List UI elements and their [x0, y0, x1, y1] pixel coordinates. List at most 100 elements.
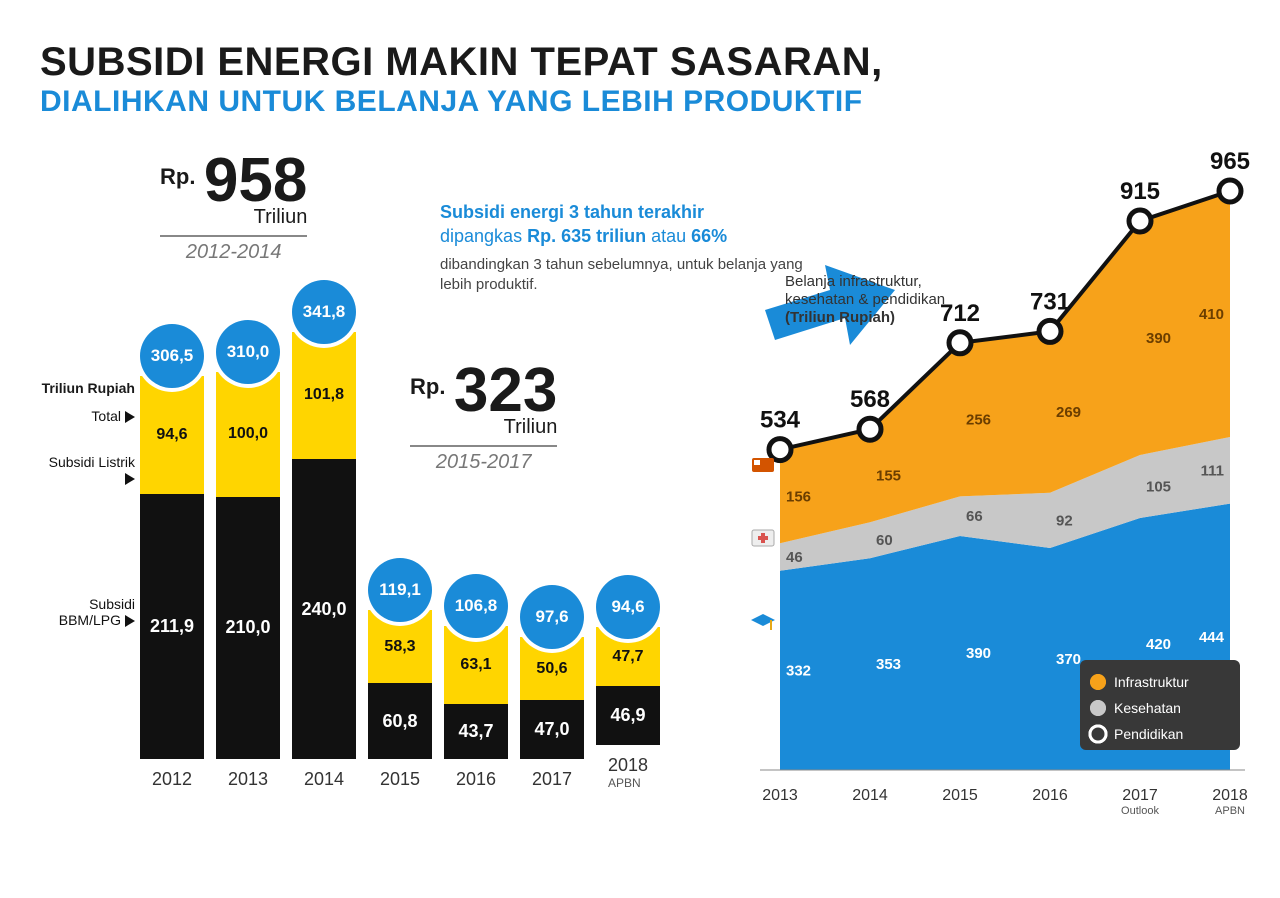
total-bubble: 341,8 — [292, 280, 356, 344]
bar-seg-listrik: 100,0 — [216, 372, 280, 497]
title-line1: SUBSIDI ENERGI MAKIN TEPAT SASARAN, — [40, 40, 1250, 85]
area-val-kesehatan: 105 — [1146, 479, 1171, 496]
area-val-infrastruktur: 156 — [786, 488, 811, 505]
area-total-value: 534 — [760, 407, 801, 434]
summary-value: 958 — [204, 146, 307, 215]
bar-seg-bbm: 211,9 — [140, 494, 204, 759]
bar-2012: 306,594,6211,9 2012 — [140, 324, 204, 790]
narrative-l1: Subsidi energi 3 tahun terakhir — [440, 202, 704, 222]
total-bubble: 306,5 — [140, 324, 204, 388]
summary-2012-2014: Rp. 958 Triliun 2012-2014 — [160, 150, 307, 264]
area-xlabel: 2013 — [762, 787, 798, 804]
area-caption: (Triliun Rupiah) — [785, 309, 895, 326]
area-val-infrastruktur: 155 — [876, 468, 901, 485]
total-bubble: 97,6 — [520, 585, 584, 649]
narrative-pct: 66% — [691, 226, 727, 246]
bar-seg-bbm: 240,0 — [292, 459, 356, 759]
area-xlabel: 2015 — [942, 787, 978, 804]
area-marker — [769, 439, 791, 461]
area-val-pendidikan: 390 — [966, 645, 991, 662]
pointer-icon — [125, 615, 135, 627]
narrative-mid: atau — [646, 226, 691, 246]
medkit-icon — [758, 536, 768, 540]
area-caption: kesehatan & pendidikan — [785, 291, 945, 308]
area-total-value: 731 — [1030, 288, 1070, 315]
area-val-kesehatan: 66 — [966, 508, 983, 525]
area-xlabel: 2016 — [1032, 787, 1068, 804]
bar-seg-bbm: 43,7 — [444, 704, 508, 759]
bar-seg-bbm: 46,9 — [596, 686, 660, 745]
pendidikan-legend: Pendidikan — [1114, 726, 1183, 742]
area-val-pendidikan: 332 — [786, 662, 811, 679]
bar-xlabel: 2015 — [380, 769, 420, 790]
area-xlabel: 2014 — [852, 787, 888, 804]
bar-xlabel: 2016 — [456, 769, 496, 790]
area-total-value: 712 — [940, 300, 980, 327]
area-val-pendidikan: 444 — [1199, 629, 1225, 646]
bar-seg-listrik: 101,8 — [292, 332, 356, 459]
total-bubble: 119,1 — [368, 558, 432, 622]
bar-2014: 341,8101,8240,0 2014 — [292, 280, 356, 790]
bar-2017: 97,650,647,02017 — [520, 585, 584, 790]
summary-period: 2012-2014 — [160, 235, 307, 264]
infrastruktur-legend-swatch — [1090, 674, 1106, 690]
total-bubble: 94,6 — [596, 575, 660, 639]
area-val-pendidikan: 420 — [1146, 636, 1171, 653]
area-xlabel-sub: APBN — [1215, 805, 1245, 817]
area-val-kesehatan: 46 — [786, 549, 803, 566]
area-val-kesehatan: 60 — [876, 532, 893, 549]
bar-legend-listrik: Subsidi Listrik — [49, 454, 135, 470]
narrative-amount: Rp. 635 triliun — [527, 226, 646, 246]
title-line2: DIALIHKAN UNTUK BELANJA YANG LEBIH PRODU… — [40, 85, 1250, 119]
area-total-value: 568 — [850, 386, 890, 413]
bar-2018: 94,647,746,92018APBN — [596, 575, 660, 790]
bar-seg-bbm: 210,0 — [216, 497, 280, 760]
bar-xlabel: 2017 — [532, 769, 572, 790]
pointer-icon — [125, 473, 135, 485]
bar-area: 306,594,6211,9 2012 310,0100,0210,0 2013 341… — [140, 270, 640, 790]
gradcap-icon — [770, 620, 772, 630]
bar-xlabel: 2013 — [228, 769, 268, 790]
bar-xlabel: 2018APBN — [608, 755, 648, 790]
bar-legend-bbm: Subsidi BBM/LPG — [59, 596, 135, 628]
bar-legend-unit: Triliun Rupiah — [40, 380, 135, 396]
bar-seg-bbm: 47,0 — [520, 700, 584, 759]
area-val-infrastruktur: 410 — [1199, 306, 1224, 323]
area-xlabel-sub: Outlook — [1121, 805, 1159, 817]
bar-legend-total: Total — [91, 408, 121, 424]
area-marker — [1129, 210, 1151, 232]
area-marker — [859, 418, 881, 440]
bar-2015: 119,158,360,82015 — [368, 558, 432, 790]
area-val-kesehatan: 92 — [1056, 512, 1073, 529]
area-val-pendidikan: 353 — [876, 656, 901, 673]
spending-area-chart: 534 568 712 731 915 965 156 155 256 269 390 410 46 60… — [740, 130, 1250, 830]
narrative-pre: dipangkas — [440, 226, 527, 246]
area-marker — [1039, 320, 1061, 342]
area-val-kesehatan: 111 — [1201, 462, 1224, 479]
bar-xlabel: 2012 — [152, 769, 192, 790]
bar-2016: 106,863,143,72016 — [444, 574, 508, 791]
total-bubble: 310,0 — [216, 320, 280, 384]
area-marker — [1219, 180, 1241, 202]
bar-seg-listrik: 94,6 — [140, 376, 204, 494]
bar-xlabel: 2014 — [304, 769, 344, 790]
kesehatan-legend: Kesehatan — [1114, 700, 1181, 716]
kesehatan-legend-swatch — [1090, 700, 1106, 716]
area-caption: Belanja infrastruktur, — [785, 273, 922, 290]
total-bubble: 106,8 — [444, 574, 508, 638]
area-xlabel: 2018 — [1212, 787, 1248, 804]
area-total-value: 915 — [1120, 178, 1160, 205]
area-xlabel: 2017 — [1122, 787, 1158, 804]
area-val-pendidikan: 370 — [1056, 651, 1081, 668]
area-val-infrastruktur: 390 — [1146, 330, 1171, 347]
area-val-infrastruktur: 256 — [966, 412, 991, 429]
summary-rp: Rp. — [160, 164, 195, 190]
area-val-infrastruktur: 269 — [1056, 404, 1081, 421]
train-icon — [754, 460, 760, 465]
bar-seg-bbm: 60,8 — [368, 683, 432, 759]
infrastruktur-legend: Infrastruktur — [1114, 674, 1189, 690]
bar-legend: Triliun Rupiah Total Subsidi Listrik Sub… — [40, 380, 135, 650]
area-total-value: 965 — [1210, 148, 1250, 175]
bar-2013: 310,0100,0210,0 2013 — [216, 320, 280, 791]
pointer-icon — [125, 411, 135, 423]
